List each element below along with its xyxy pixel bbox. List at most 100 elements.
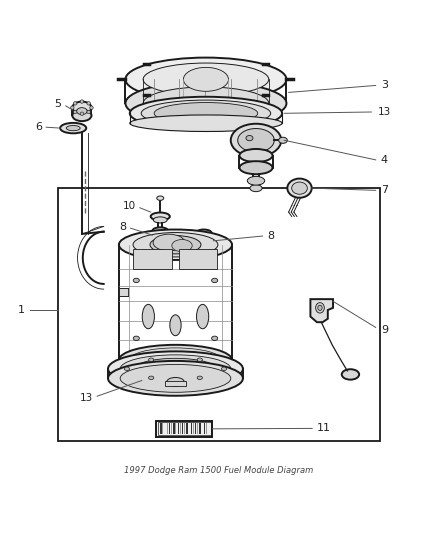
Polygon shape xyxy=(311,299,333,322)
Bar xyxy=(204,423,205,434)
Ellipse shape xyxy=(197,376,202,379)
Bar xyxy=(167,423,168,434)
Ellipse shape xyxy=(148,376,154,379)
Ellipse shape xyxy=(80,112,84,116)
Ellipse shape xyxy=(231,124,281,157)
Ellipse shape xyxy=(125,82,286,125)
Ellipse shape xyxy=(66,125,80,131)
Ellipse shape xyxy=(172,239,192,252)
Ellipse shape xyxy=(151,235,170,243)
Bar xyxy=(188,423,189,434)
Ellipse shape xyxy=(72,110,92,121)
Text: 10: 10 xyxy=(123,201,136,212)
Ellipse shape xyxy=(153,234,185,251)
Bar xyxy=(119,288,128,296)
Ellipse shape xyxy=(151,213,170,220)
Ellipse shape xyxy=(150,236,201,254)
Ellipse shape xyxy=(292,182,307,194)
Ellipse shape xyxy=(80,100,84,103)
Ellipse shape xyxy=(152,228,168,235)
Ellipse shape xyxy=(130,115,282,132)
Ellipse shape xyxy=(199,256,208,262)
Ellipse shape xyxy=(197,358,202,361)
Bar xyxy=(193,423,194,434)
Bar xyxy=(158,422,211,435)
Ellipse shape xyxy=(119,345,232,375)
Bar xyxy=(199,423,201,434)
Text: 3: 3 xyxy=(381,80,388,91)
Ellipse shape xyxy=(87,110,90,114)
Text: 6: 6 xyxy=(35,122,42,132)
Ellipse shape xyxy=(77,108,87,115)
Ellipse shape xyxy=(194,237,213,245)
Text: 13: 13 xyxy=(80,393,93,403)
Text: 11: 11 xyxy=(316,423,330,433)
Bar xyxy=(171,423,172,434)
Ellipse shape xyxy=(143,63,269,96)
Bar xyxy=(165,423,166,434)
Bar xyxy=(197,423,198,434)
Ellipse shape xyxy=(197,304,209,329)
Ellipse shape xyxy=(60,123,86,133)
Bar xyxy=(195,423,196,434)
Ellipse shape xyxy=(141,100,271,126)
Ellipse shape xyxy=(133,336,139,341)
Bar xyxy=(133,249,172,269)
Ellipse shape xyxy=(222,367,226,370)
Ellipse shape xyxy=(167,377,184,386)
Ellipse shape xyxy=(142,304,155,329)
Bar xyxy=(182,423,183,434)
Ellipse shape xyxy=(125,58,286,101)
Ellipse shape xyxy=(250,184,262,192)
Bar xyxy=(58,188,380,441)
Ellipse shape xyxy=(156,254,165,260)
Text: 9: 9 xyxy=(381,325,388,335)
Ellipse shape xyxy=(129,348,222,372)
Ellipse shape xyxy=(196,230,212,237)
Ellipse shape xyxy=(212,336,218,341)
Ellipse shape xyxy=(246,135,253,141)
Ellipse shape xyxy=(316,303,324,313)
Ellipse shape xyxy=(124,367,130,370)
Bar xyxy=(180,423,181,434)
Ellipse shape xyxy=(318,305,322,310)
Ellipse shape xyxy=(153,217,167,223)
Ellipse shape xyxy=(279,137,287,143)
Bar xyxy=(173,423,175,434)
Ellipse shape xyxy=(90,106,93,109)
Ellipse shape xyxy=(247,176,265,185)
Text: 7: 7 xyxy=(381,185,388,195)
Text: 1997 Dodge Ram 1500 Fuel Module Diagram: 1997 Dodge Ram 1500 Fuel Module Diagram xyxy=(124,466,314,475)
Ellipse shape xyxy=(170,315,181,336)
Text: 8: 8 xyxy=(268,231,275,241)
Ellipse shape xyxy=(212,278,218,282)
Ellipse shape xyxy=(198,242,210,248)
Ellipse shape xyxy=(143,87,269,119)
Ellipse shape xyxy=(72,102,92,114)
Ellipse shape xyxy=(87,102,90,105)
Ellipse shape xyxy=(287,179,312,198)
Bar xyxy=(184,423,185,434)
Ellipse shape xyxy=(155,231,166,237)
Ellipse shape xyxy=(133,232,218,257)
Ellipse shape xyxy=(240,149,272,162)
Ellipse shape xyxy=(240,161,272,174)
Ellipse shape xyxy=(157,196,164,200)
Bar xyxy=(176,423,177,434)
Ellipse shape xyxy=(108,361,243,396)
Ellipse shape xyxy=(120,355,231,383)
Bar xyxy=(186,423,187,434)
Bar xyxy=(178,423,179,434)
Ellipse shape xyxy=(154,102,258,124)
Ellipse shape xyxy=(74,102,77,105)
Ellipse shape xyxy=(130,97,282,130)
Bar xyxy=(156,421,212,437)
Text: 5: 5 xyxy=(54,99,61,109)
Ellipse shape xyxy=(133,278,139,282)
Bar xyxy=(169,423,170,434)
Text: 8: 8 xyxy=(120,222,127,232)
Ellipse shape xyxy=(120,365,231,392)
Text: 4: 4 xyxy=(381,155,388,165)
Ellipse shape xyxy=(184,67,229,91)
Text: 1: 1 xyxy=(18,305,25,315)
